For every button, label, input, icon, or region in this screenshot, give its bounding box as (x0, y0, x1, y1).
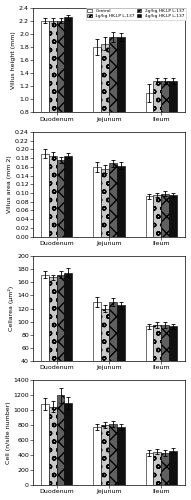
Bar (109, 302, 117, 387)
Bar (93, 427, 101, 486)
Bar (101, 44, 109, 165)
Bar (109, 164, 117, 236)
Y-axis label: Cell (n/site number): Cell (n/site number) (6, 402, 11, 464)
Bar (117, 166, 125, 236)
Bar (146, 326, 153, 387)
Bar (109, 37, 117, 165)
Bar (146, 92, 153, 165)
Bar (93, 167, 101, 236)
Bar (65, 156, 72, 236)
Bar (49, 20, 57, 165)
Bar (65, 403, 72, 485)
Bar (117, 306, 125, 387)
Bar (161, 194, 169, 236)
Bar (93, 47, 101, 165)
Bar (41, 20, 49, 165)
Bar (57, 396, 65, 486)
Bar (109, 424, 117, 486)
Bar (153, 195, 161, 236)
Bar (169, 451, 177, 486)
Bar (57, 274, 65, 387)
Bar (146, 196, 153, 236)
Bar (153, 325, 161, 387)
Bar (161, 453, 169, 486)
Bar (101, 308, 109, 387)
Bar (57, 160, 65, 236)
Bar (101, 426, 109, 486)
Bar (41, 404, 49, 485)
Legend: Control, 1g/kg HK-LP L-137, 2g/kg HK-LP L-137, 4g/kg HK-LP L-137: Control, 1g/kg HK-LP L-137, 2g/kg HK-LP … (86, 8, 185, 20)
Bar (169, 81, 177, 165)
Bar (101, 169, 109, 236)
Bar (41, 154, 49, 236)
Bar (41, 274, 49, 387)
Y-axis label: Cellarea (µm²): Cellarea (µm²) (8, 286, 15, 331)
Bar (169, 195, 177, 236)
Bar (153, 452, 161, 486)
Bar (49, 277, 57, 387)
Bar (49, 156, 57, 236)
Bar (93, 302, 101, 387)
Y-axis label: Villus area (mm 2): Villus area (mm 2) (7, 156, 12, 213)
Y-axis label: Villus height (mm): Villus height (mm) (11, 31, 16, 89)
Bar (65, 272, 72, 387)
Bar (117, 427, 125, 486)
Bar (65, 18, 72, 165)
Bar (161, 81, 169, 165)
Bar (146, 453, 153, 486)
Bar (161, 325, 169, 387)
Bar (49, 406, 57, 486)
Bar (57, 20, 65, 165)
Bar (153, 81, 161, 165)
Bar (117, 37, 125, 165)
Bar (169, 326, 177, 387)
